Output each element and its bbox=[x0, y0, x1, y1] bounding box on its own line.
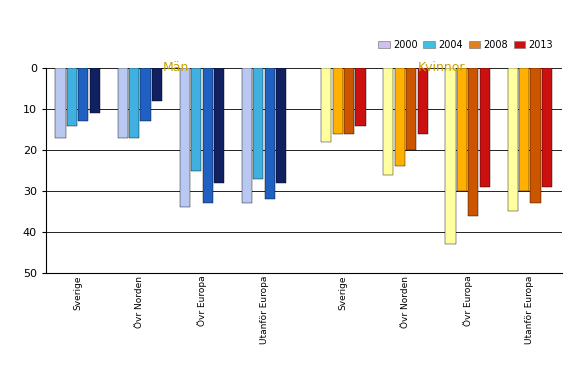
Bar bbox=[117, 68, 128, 138]
Bar bbox=[202, 68, 213, 203]
Bar bbox=[355, 68, 366, 125]
Bar bbox=[418, 68, 427, 134]
Bar bbox=[67, 68, 77, 125]
Bar bbox=[152, 68, 162, 101]
Bar bbox=[531, 68, 540, 203]
Bar bbox=[253, 68, 264, 179]
Bar bbox=[242, 68, 252, 203]
Bar bbox=[89, 68, 100, 113]
Bar bbox=[457, 68, 467, 191]
Bar bbox=[445, 68, 456, 244]
Bar bbox=[542, 68, 552, 187]
Legend: 2000, 2004, 2008, 2013: 2000, 2004, 2008, 2013 bbox=[375, 36, 557, 54]
Bar bbox=[321, 68, 331, 142]
Bar bbox=[395, 68, 405, 166]
Bar bbox=[180, 68, 190, 207]
Bar bbox=[129, 68, 139, 138]
Bar bbox=[140, 68, 151, 121]
Text: Män: Män bbox=[163, 61, 189, 74]
Bar bbox=[480, 68, 490, 187]
Bar bbox=[406, 68, 416, 150]
Bar bbox=[276, 68, 286, 183]
Bar bbox=[519, 68, 529, 191]
Text: Kvinnor: Kvinnor bbox=[418, 61, 465, 74]
Bar bbox=[214, 68, 224, 183]
Bar bbox=[191, 68, 201, 171]
Bar bbox=[383, 68, 394, 175]
Bar bbox=[344, 68, 354, 134]
Bar bbox=[332, 68, 343, 134]
Bar bbox=[78, 68, 88, 121]
Bar bbox=[508, 68, 518, 211]
Bar bbox=[56, 68, 65, 138]
Bar bbox=[468, 68, 478, 216]
Bar bbox=[265, 68, 275, 199]
